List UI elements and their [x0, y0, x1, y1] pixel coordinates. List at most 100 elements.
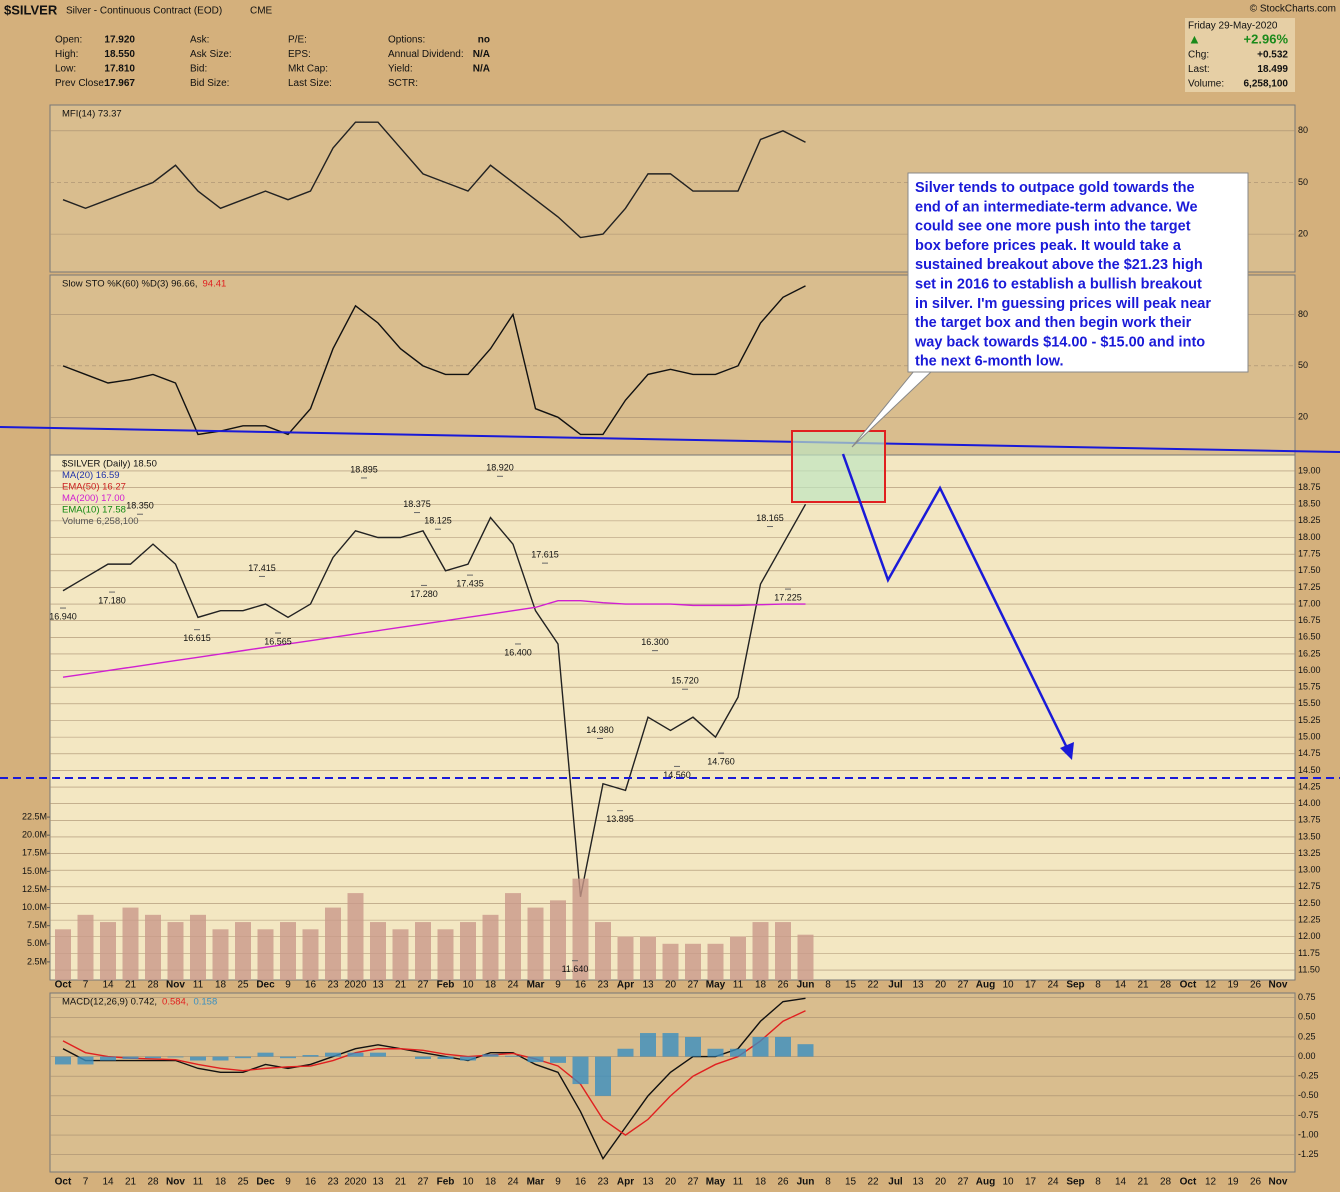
- bar: [122, 1056, 139, 1059]
- x-tick-label: 9: [285, 980, 291, 991]
- x-tick-label: 28: [147, 980, 159, 991]
- bar: [280, 922, 296, 980]
- bar: [797, 1044, 814, 1057]
- x-tick-label: May: [706, 980, 726, 991]
- legend: MA(200) 17.00: [62, 493, 125, 504]
- x-tick-label: 23: [327, 1177, 339, 1188]
- y-tick-label: 12.50: [1298, 898, 1321, 908]
- bar: [505, 1055, 521, 1057]
- y-tick-label: 14.50: [1298, 765, 1321, 775]
- x-tick-label: 8: [1095, 980, 1101, 991]
- bar: [145, 914, 161, 980]
- bar: [437, 1056, 454, 1059]
- price-label: 18.375: [403, 499, 431, 509]
- y-tick-label: 18.25: [1298, 515, 1321, 525]
- x-tick-label: 23: [597, 980, 609, 991]
- legend: 0.158: [193, 997, 217, 1008]
- y-tick-label: -0.25: [1298, 1071, 1319, 1081]
- bar: [212, 1056, 229, 1061]
- y-tick-label: -1.25: [1298, 1149, 1319, 1159]
- trend-line: [0, 426, 1340, 453]
- price-label: 17.435: [456, 578, 484, 588]
- x-tick-label: Aug: [976, 1177, 995, 1188]
- x-tick-label: 24: [507, 980, 519, 991]
- x-tick-label: 18: [485, 980, 497, 991]
- summary-value: 18.499: [1257, 64, 1288, 75]
- bar: [460, 922, 476, 980]
- bar: [55, 929, 71, 980]
- legend: MFI(14) 73.37: [62, 109, 122, 120]
- bar: [347, 893, 364, 980]
- x-tick-label: 27: [417, 1177, 429, 1188]
- x-tick-label: Dec: [256, 1177, 275, 1188]
- bar: [572, 1056, 589, 1085]
- series-line: [62, 503, 807, 897]
- bar: [527, 1056, 544, 1063]
- x-tick-label: 15: [845, 980, 857, 991]
- bar: [460, 1056, 476, 1061]
- bar: [77, 1056, 94, 1065]
- price-label: 16.400: [504, 647, 532, 657]
- x-tick-label: 7: [83, 1177, 89, 1188]
- bar: [415, 922, 431, 980]
- x-tick-label: 11: [193, 1177, 204, 1188]
- price-label: 16.565: [264, 636, 292, 646]
- summary-value: +0.532: [1257, 50, 1288, 61]
- forecast-arrow: [1060, 742, 1074, 760]
- bar: [775, 922, 791, 980]
- price-label: 17.415: [248, 563, 276, 573]
- bar: [685, 1036, 701, 1057]
- x-tick-label: 21: [395, 1177, 407, 1188]
- x-tick-label: 16: [575, 980, 587, 991]
- bar: [797, 934, 814, 980]
- quote-label: EPS:: [288, 49, 311, 60]
- x-tick-label: 13: [372, 980, 384, 991]
- x-tick-label: 17: [1025, 1177, 1037, 1188]
- x-tick-label: 8: [825, 1177, 831, 1188]
- exchange: CME: [250, 6, 273, 17]
- quote-label: High:: [55, 49, 78, 60]
- y-tick-label: 15.25: [1298, 715, 1321, 725]
- x-tick-label: 26: [1250, 980, 1262, 991]
- y-tick-label: 11.50: [1298, 964, 1320, 974]
- x-tick-label: 14: [102, 980, 114, 991]
- y-tick-label: 14.75: [1298, 748, 1321, 758]
- y2-tick-label: 15.0M: [22, 866, 47, 876]
- bar: [415, 1056, 431, 1059]
- price-label: 17.180: [98, 595, 126, 605]
- backgrounds: [49, 104, 1296, 1173]
- x-tick-label: 28: [1160, 980, 1172, 991]
- annotation-line: way back towards $14.00 - $15.00 and int…: [914, 334, 1205, 350]
- x-tick-label: 9: [285, 1177, 291, 1188]
- price-label: 16.615: [183, 633, 211, 643]
- y-tick-label: -0.75: [1298, 1110, 1319, 1120]
- bar: [572, 878, 589, 980]
- legend: EMA(10) 17.58: [62, 505, 126, 516]
- y-tick-label: 15.75: [1298, 682, 1321, 692]
- quote-value: 17.967: [104, 78, 135, 89]
- price-label: 17.225: [774, 592, 802, 602]
- bar: [775, 1036, 791, 1057]
- series-line: [62, 121, 806, 239]
- x-tick-label: 19: [1227, 980, 1239, 991]
- y-tick-label: 13.00: [1298, 865, 1321, 875]
- bar: [437, 929, 454, 980]
- price-label: 18.165: [756, 513, 784, 523]
- quote-label: Prev Close:: [55, 78, 107, 89]
- x-tick-label: 27: [957, 1177, 969, 1188]
- bar: [482, 914, 499, 980]
- bar: [550, 1056, 566, 1063]
- quote-label: Annual Dividend:: [388, 49, 464, 60]
- header: $SILVER Silver - Continuous Contract (EOD…: [4, 2, 1336, 369]
- x-tick-label: 27: [417, 980, 429, 991]
- bar: [145, 1056, 161, 1059]
- bar: [617, 1048, 634, 1057]
- x-tick-label: 2020: [344, 1177, 367, 1188]
- y-tick-label: 17.75: [1298, 549, 1321, 559]
- symbol: $SILVER: [4, 2, 58, 17]
- y2-tick-label: 10.0M: [22, 902, 47, 912]
- x-tick-label: 21: [395, 980, 407, 991]
- bar: [617, 936, 634, 980]
- bar: [302, 929, 319, 980]
